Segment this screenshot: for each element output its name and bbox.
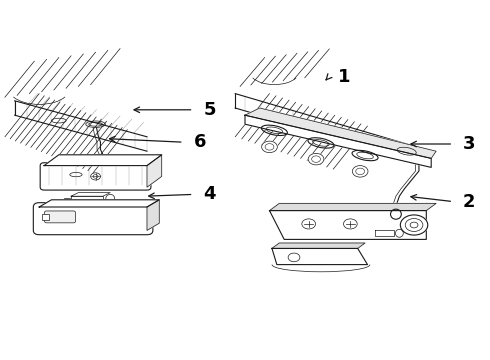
Polygon shape (39, 200, 159, 207)
Polygon shape (272, 243, 365, 248)
Circle shape (352, 166, 368, 177)
Polygon shape (245, 108, 436, 158)
FancyBboxPatch shape (33, 203, 153, 235)
Ellipse shape (89, 122, 102, 126)
Polygon shape (270, 203, 436, 211)
Text: 1: 1 (338, 68, 351, 86)
Circle shape (302, 219, 316, 229)
Circle shape (288, 253, 300, 262)
Polygon shape (71, 193, 110, 196)
Polygon shape (44, 155, 162, 166)
FancyBboxPatch shape (40, 163, 151, 190)
Polygon shape (272, 248, 368, 265)
Polygon shape (270, 211, 426, 239)
Circle shape (308, 153, 324, 165)
Circle shape (400, 215, 428, 235)
Circle shape (343, 219, 357, 229)
Polygon shape (71, 196, 103, 202)
Polygon shape (375, 230, 394, 236)
Text: 3: 3 (463, 135, 476, 153)
Bar (42, 214, 49, 220)
Polygon shape (147, 200, 159, 230)
Text: 5: 5 (203, 101, 216, 119)
Text: 4: 4 (203, 185, 216, 203)
Text: 2: 2 (463, 193, 476, 211)
Circle shape (262, 141, 277, 153)
Polygon shape (245, 115, 431, 167)
Polygon shape (147, 155, 162, 187)
Text: 6: 6 (194, 133, 206, 151)
FancyBboxPatch shape (45, 211, 75, 223)
